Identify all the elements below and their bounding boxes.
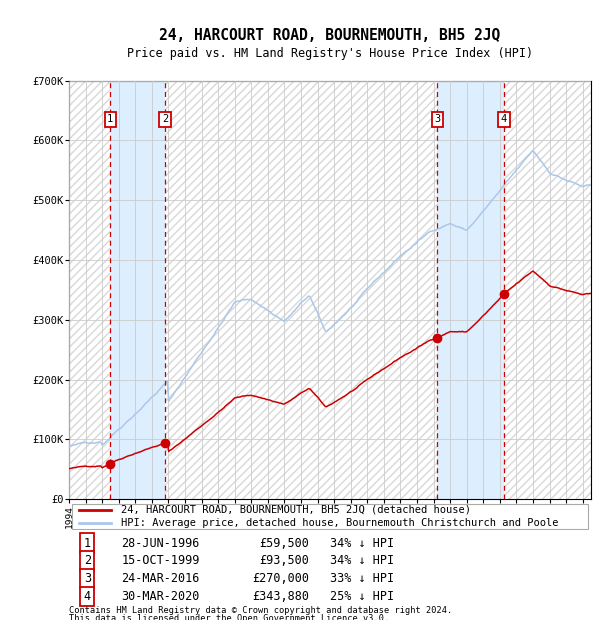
Text: This data is licensed under the Open Government Licence v3.0.: This data is licensed under the Open Gov… xyxy=(69,614,389,620)
Text: 28-JUN-1996: 28-JUN-1996 xyxy=(121,536,200,549)
Text: 2: 2 xyxy=(84,554,91,567)
Text: 4: 4 xyxy=(501,115,507,125)
Text: £59,500: £59,500 xyxy=(259,536,309,549)
Text: 24, HARCOURT ROAD, BOURNEMOUTH, BH5 2JQ (detached house): 24, HARCOURT ROAD, BOURNEMOUTH, BH5 2JQ … xyxy=(121,505,471,515)
Text: Price paid vs. HM Land Registry's House Price Index (HPI): Price paid vs. HM Land Registry's House … xyxy=(127,47,533,60)
Text: 34% ↓ HPI: 34% ↓ HPI xyxy=(330,536,394,549)
Text: 3: 3 xyxy=(434,115,440,125)
Text: 4: 4 xyxy=(84,590,91,603)
Text: 3: 3 xyxy=(84,572,91,585)
Text: £343,880: £343,880 xyxy=(252,590,309,603)
Text: 33% ↓ HPI: 33% ↓ HPI xyxy=(330,572,394,585)
Text: 2: 2 xyxy=(162,115,168,125)
Text: 34% ↓ HPI: 34% ↓ HPI xyxy=(330,554,394,567)
Text: £93,500: £93,500 xyxy=(259,554,309,567)
Text: 25% ↓ HPI: 25% ↓ HPI xyxy=(330,590,394,603)
Text: 1: 1 xyxy=(84,536,91,549)
Text: 15-OCT-1999: 15-OCT-1999 xyxy=(121,554,200,567)
Text: HPI: Average price, detached house, Bournemouth Christchurch and Poole: HPI: Average price, detached house, Bour… xyxy=(121,518,559,528)
Text: £270,000: £270,000 xyxy=(252,572,309,585)
Text: 1: 1 xyxy=(107,115,113,125)
Text: Contains HM Land Registry data © Crown copyright and database right 2024.: Contains HM Land Registry data © Crown c… xyxy=(69,606,452,616)
Text: 30-MAR-2020: 30-MAR-2020 xyxy=(121,590,200,603)
Text: 24-MAR-2016: 24-MAR-2016 xyxy=(121,572,200,585)
FancyBboxPatch shape xyxy=(71,503,589,529)
Text: 24, HARCOURT ROAD, BOURNEMOUTH, BH5 2JQ: 24, HARCOURT ROAD, BOURNEMOUTH, BH5 2JQ xyxy=(160,28,500,43)
